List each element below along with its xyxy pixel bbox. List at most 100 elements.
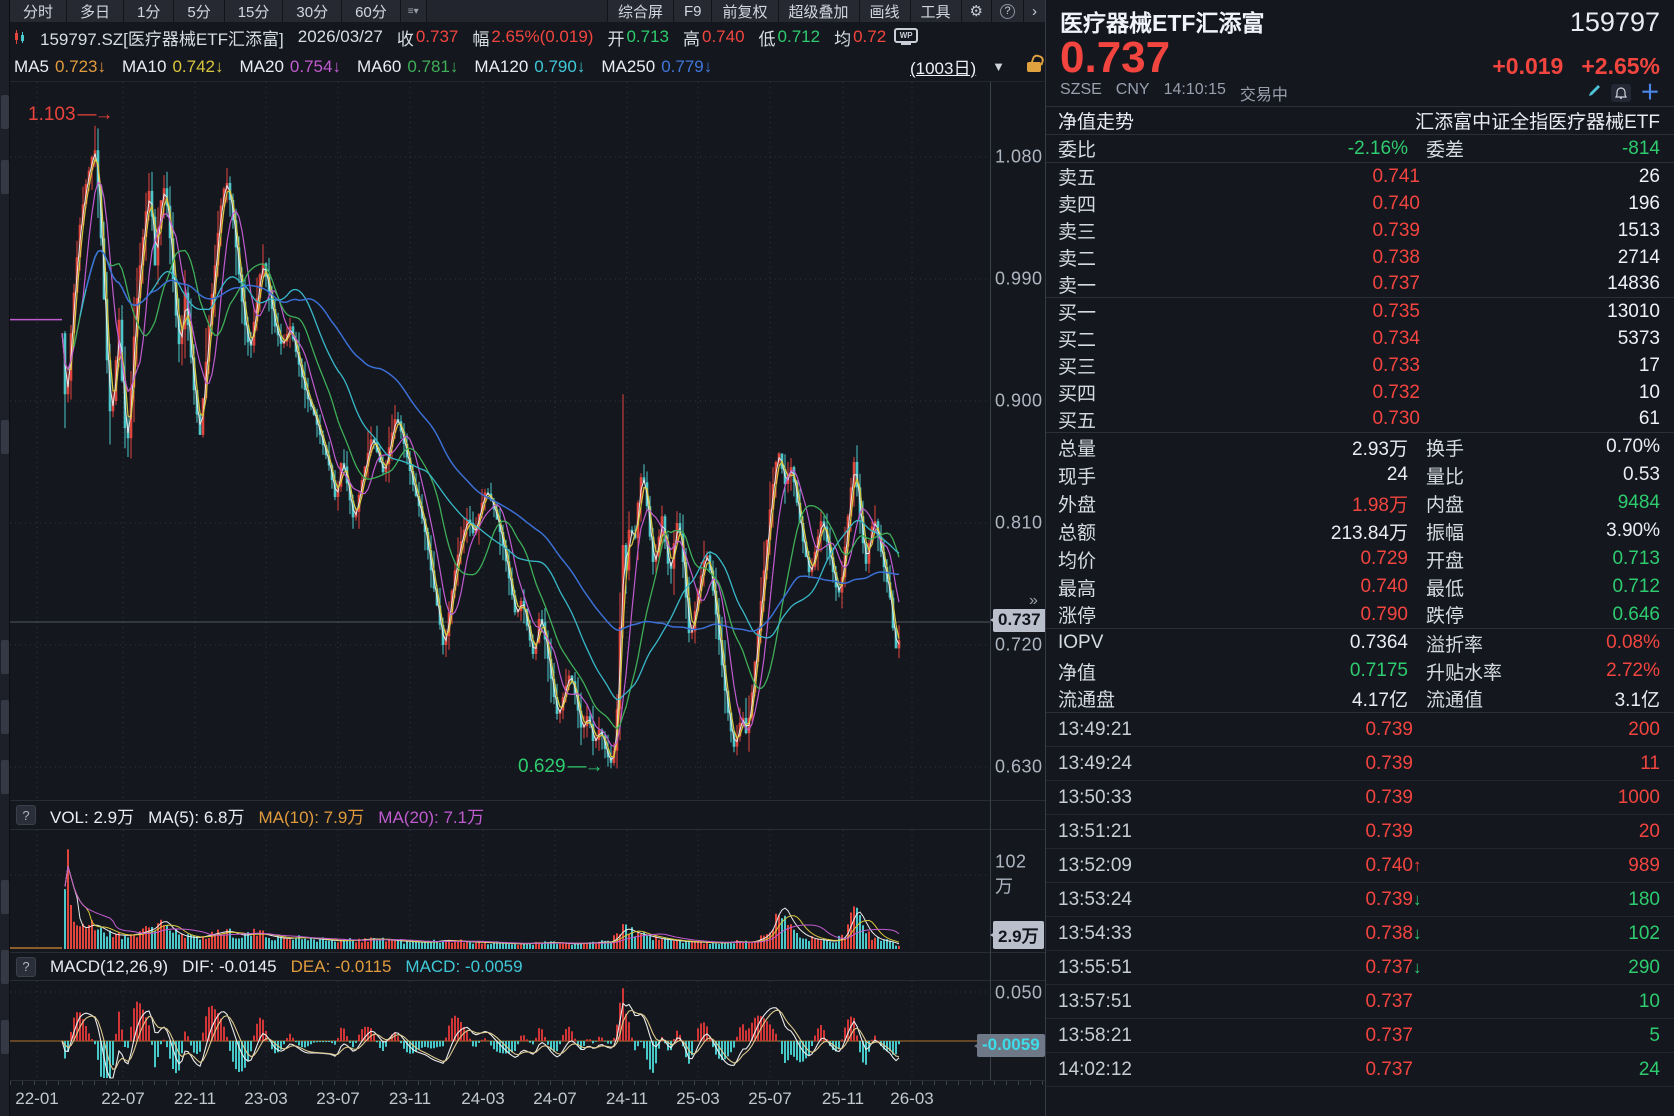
currency-label: CNY xyxy=(1115,81,1150,98)
visible-range-label[interactable]: (1003日) xyxy=(909,59,977,78)
toolbar-tab[interactable]: 15分 xyxy=(224,0,284,22)
volume-ma10: MA(10): 7.9万 xyxy=(258,807,365,827)
alert-bell-icon[interactable] xyxy=(1611,84,1631,102)
expand-toolbar-icon[interactable]: › xyxy=(1023,0,1045,22)
ma-legend-item: MA250 0.779↓ xyxy=(601,56,713,76)
rail-segment[interactable] xyxy=(1,880,9,914)
ask-row[interactable]: 卖三 0.739 1513 xyxy=(1058,219,1660,244)
tick-arrow-down-icon: ↓ xyxy=(1413,923,1422,943)
tick-row[interactable]: 13:53:24 0.739 ↓ 180 xyxy=(1046,883,1674,917)
tick-list: 13:49:21 0.739 200 13:49:24 0.739 11 13:50:33 0… xyxy=(1046,713,1674,1087)
ask-row[interactable]: 卖四 0.740 196 xyxy=(1058,192,1660,217)
low-annotation: 0.629 —→ xyxy=(518,756,604,778)
rail-segment[interactable] xyxy=(1,1020,9,1054)
tick-row[interactable]: 13:51:21 0.739 20 xyxy=(1046,815,1674,849)
tick-row[interactable]: 13:52:09 0.740 ↑ 989 xyxy=(1046,849,1674,883)
time-axis-label: 26-03 xyxy=(890,1089,934,1108)
range-dropdown-icon[interactable]: ▼ xyxy=(992,59,1005,74)
instrument-name: 医疗器械ETF汇添富 xyxy=(1060,10,1265,36)
bid-row[interactable]: 买一 0.735 13010 xyxy=(1058,300,1660,325)
price-change: +0.019 +2.65% xyxy=(1492,53,1660,79)
peak-annotation: 1.103 —→ xyxy=(28,104,114,125)
tick-arrow-down-icon: ↓ xyxy=(1413,889,1422,909)
toolbar-action[interactable]: 工具 xyxy=(909,0,961,22)
tick-row[interactable]: 13:54:33 0.738 ↓ 102 xyxy=(1046,917,1674,951)
rail-segment[interactable] xyxy=(1,95,9,129)
toolbar-action[interactable]: F9 xyxy=(672,0,712,22)
volume-header: ? VOL: 2.9万 MA(5): 6.8万 MA(10): 7.9万 MA(… xyxy=(10,800,1045,830)
time-axis-label: 25-03 xyxy=(676,1089,720,1108)
ask-row[interactable]: 卖二 0.738 2714 xyxy=(1058,246,1660,271)
add-watchlist-icon[interactable]: ＋ xyxy=(1640,82,1660,104)
exchange-label: SZSE xyxy=(1060,81,1102,98)
macd-header: ? MACD(12,26,9) DIF: -0.0145 DEA: -0.011… xyxy=(10,952,1045,981)
fund-full-name: 汇添富中证全指医疗器械ETF xyxy=(1415,112,1660,133)
tick-row[interactable]: 14:02:12 0.737 24 xyxy=(1046,1053,1674,1087)
bid-row[interactable]: 买三 0.733 17 xyxy=(1058,354,1660,379)
nav-row[interactable]: 净值走势 汇添富中证全指医疗器械ETF xyxy=(1046,106,1674,135)
kline-chart[interactable]: 1.103 —→ 0.629 —→ xyxy=(10,82,990,800)
panel-collapse-icon[interactable]: » xyxy=(1029,592,1038,609)
toolbar-tab[interactable]: 分时 xyxy=(10,0,68,22)
tick-row[interactable]: 13:50:33 0.739 1000 xyxy=(1046,781,1674,815)
macd-title: MACD(12,26,9) xyxy=(50,956,169,976)
stat-row: 净值 0.7175 升贴水率 2.72% xyxy=(1058,660,1660,684)
volume-help-icon[interactable]: ? xyxy=(16,805,36,825)
current-volume-badge: 2.9万 xyxy=(993,921,1044,949)
tick-row[interactable]: 13:49:21 0.739 200 xyxy=(1046,713,1674,747)
ask-row[interactable]: 卖五 0.741 26 xyxy=(1058,165,1660,190)
volume-value: VOL: 2.9万 xyxy=(50,807,135,827)
ask-queue: 卖五 0.741 26 卖四 0.740 196 卖三 0.739 1513 卖二 0.738 271… xyxy=(1046,163,1674,298)
unlock-icon[interactable] xyxy=(1027,61,1041,72)
time-axis-label: 25-07 xyxy=(748,1089,792,1108)
toolbar-tab[interactable]: 1分 xyxy=(124,0,175,22)
tick-row[interactable]: 13:55:51 0.737 ↓ 290 xyxy=(1046,951,1674,985)
stat-row: 涨停 0.790 跌停 0.646 xyxy=(1046,601,1674,629)
bid-row[interactable]: 买五 0.730 61 xyxy=(1046,406,1674,433)
toolbar-action[interactable]: 超级叠加 xyxy=(777,0,859,22)
current-macd-badge: -0.0059 xyxy=(977,1034,1045,1057)
rail-segment[interactable] xyxy=(1,160,9,194)
price-axis-label: 0.720 xyxy=(995,634,1043,655)
settings-gear-icon[interactable]: ⚙ xyxy=(960,0,991,22)
toolbar-action[interactable]: 画线 xyxy=(858,0,910,22)
tick-row[interactable]: 13:49:24 0.739 11 xyxy=(1046,747,1674,781)
rail-segment[interactable] xyxy=(1,640,9,674)
stat-row: 流通盘 4.17亿 流通值 3.1亿 xyxy=(1046,685,1674,713)
quote-field: 幅 2.65%(0.019) xyxy=(472,27,594,49)
more-periods-icon[interactable]: ≡▾ xyxy=(400,0,427,22)
toolbar-action[interactable]: 综合屏 xyxy=(606,0,673,22)
tick-arrow-up-icon: ↑ xyxy=(1413,855,1422,875)
weibi-row: 委比 -2.16% 委差 -814 xyxy=(1046,135,1674,163)
rail-segment[interactable] xyxy=(1,700,9,734)
tick-row[interactable]: 13:58:21 0.737 5 xyxy=(1046,1019,1674,1053)
stat-row: 外盘 1.98万 内盘 9484 xyxy=(1058,492,1660,516)
left-collapsed-sidebar[interactable] xyxy=(0,0,10,1116)
rail-segment[interactable] xyxy=(1,420,9,454)
quote-panel: 医疗器械ETF汇添富 159797 0.737 +0.019 +2.65% SZS… xyxy=(1045,0,1674,1116)
rail-segment[interactable] xyxy=(1,950,9,984)
help-icon[interactable]: ? xyxy=(991,0,1023,22)
bid-row[interactable]: 买四 0.732 10 xyxy=(1058,381,1660,406)
time-axis-label: 23-03 xyxy=(244,1089,288,1108)
wp-monitor-icon[interactable]: WP xyxy=(894,28,919,46)
toolbar-tab[interactable]: 5分 xyxy=(174,0,225,22)
price-axis-label: 0.900 xyxy=(995,390,1043,411)
toolbar-tab[interactable]: 30分 xyxy=(283,0,343,22)
ask-row[interactable]: 卖一 0.737 14836 xyxy=(1046,271,1674,298)
time-axis-label: 24-11 xyxy=(605,1089,649,1108)
macd-pane[interactable] xyxy=(10,981,990,1080)
volume-ma5: MA(5): 6.8万 xyxy=(148,807,245,827)
toolbar-action[interactable]: 前复权 xyxy=(711,0,778,22)
instrument-code[interactable]: 159797.SZ[医疗器械ETF汇添富] xyxy=(40,29,284,49)
volume-pane[interactable] xyxy=(10,830,990,950)
toolbar-tab[interactable]: 60分 xyxy=(342,0,401,22)
macd-help-icon[interactable]: ? xyxy=(16,956,36,977)
toolbar-tab[interactable]: 多日 xyxy=(67,0,125,22)
tick-row[interactable]: 13:57:51 0.737 10 xyxy=(1046,985,1674,1019)
edit-pencil-icon[interactable] xyxy=(1587,83,1602,103)
rail-segment[interactable] xyxy=(1,760,9,794)
bid-row[interactable]: 买二 0.734 5373 xyxy=(1058,327,1660,352)
price-axis-label: 0.810 xyxy=(995,512,1043,533)
